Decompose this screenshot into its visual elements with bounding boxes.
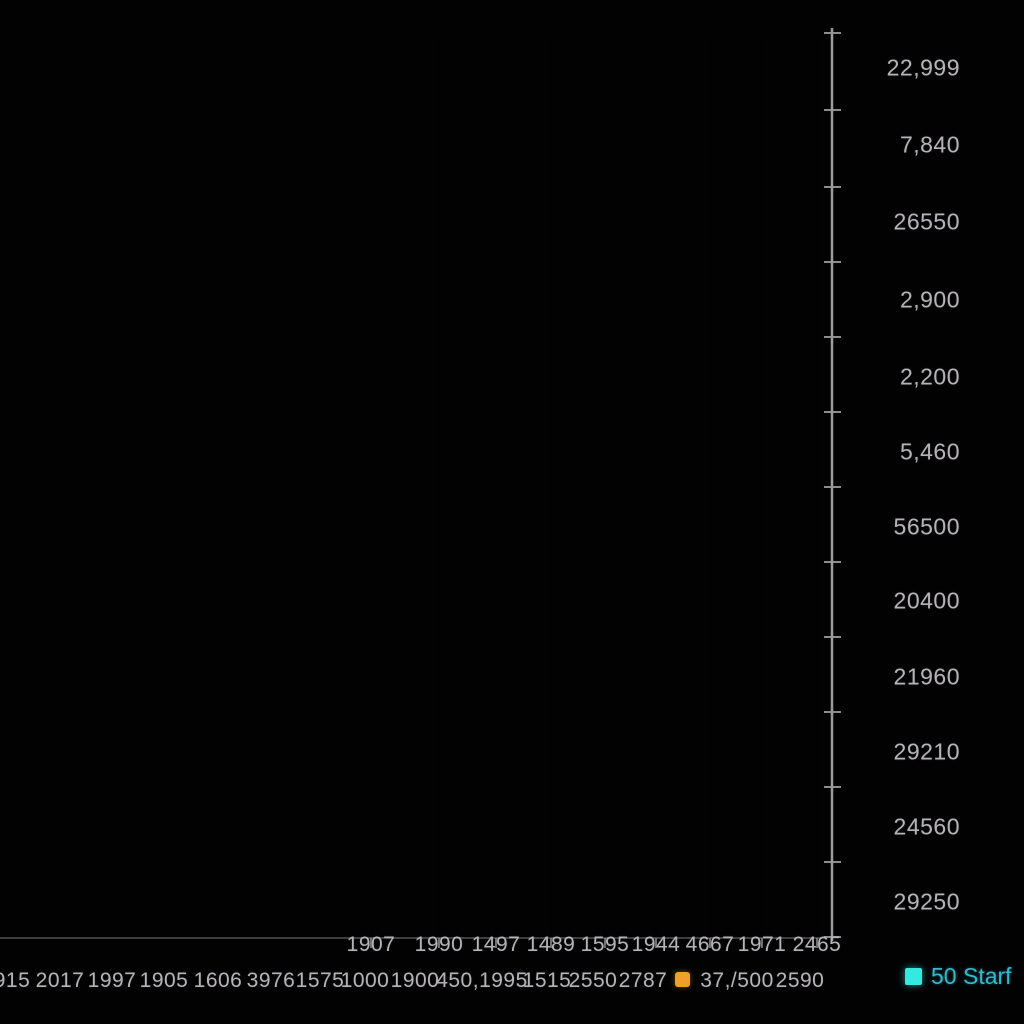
x-axis-label-row2: 1900 [390,969,440,992]
legend-label: 50 Starf [931,963,1012,989]
y-axis-label: 21960 [893,663,960,690]
x-axis-label-row1: 1944 [631,933,681,956]
gridline-vertical [369,40,373,936]
x-axis-label-row2: 915 [0,969,31,992]
x-axis-label-row1: 1971 [737,933,787,956]
x-axis-label-row1: 1497 [471,933,521,956]
gridline-vertical [815,40,819,936]
y-axis-label: 7,840 [899,131,960,158]
x-axis-label-row1: 4667 [685,933,735,956]
y-axis-label: 22,999 [886,54,960,81]
x-axis-label-row2: 450,1995 [436,969,528,992]
x-axis-label-row2: 37,/500 [700,969,774,992]
gridline-vertical [708,40,712,936]
x-axis-label-row1: 1907 [346,933,396,956]
x-axis-label-row2: 2787 [618,969,668,992]
gridline-vertical [603,40,607,936]
y-axis-label: 26550 [893,208,960,235]
x-axis-label-row1: 2465 [792,933,842,956]
legend-item[interactable]: 50 Starf [905,963,1012,990]
gridline-vertical [654,40,658,936]
x-axis-label-row2: 2550 [568,969,618,992]
y-axis-label: 24560 [893,813,960,840]
x-axis-label-row2: 2590 [775,969,825,992]
x-axis-label-row2: 2017 [35,969,85,992]
x-axis-label-row2: 1575 [295,969,345,992]
gridline-vertical [760,40,764,936]
x-axis-label-row2: 1905 [139,969,189,992]
y-axis-label: 29210 [893,738,960,765]
y-axis-label: 56500 [893,513,960,540]
x-axis-label-row1: 1595 [580,933,630,956]
y-axis-label: 20400 [893,587,960,614]
x-axis-label-row1: 1489 [526,933,576,956]
gridline-vertical [494,40,498,936]
legend-swatch-cyan [905,968,922,985]
y-axis-label: 2,200 [899,363,960,390]
x-axis-label-row2: 3976 [246,969,296,992]
x-axis-label-row2: 1000 [340,969,390,992]
gridline-vertical [549,40,553,936]
y-axis-label: 2,900 [899,286,960,313]
x-axis-label-row1: 1990 [414,933,464,956]
y-axis-label: 29250 [893,888,960,915]
legend-swatch-orange[interactable] [675,972,690,987]
gridline-vertical [437,40,441,936]
x-axis-label-row2: 1997 [87,969,137,992]
x-axis-label-row2: 1515 [522,969,572,992]
x-axis-label-row2: 1606 [193,969,243,992]
y-axis-label: 5,460 [899,438,960,465]
